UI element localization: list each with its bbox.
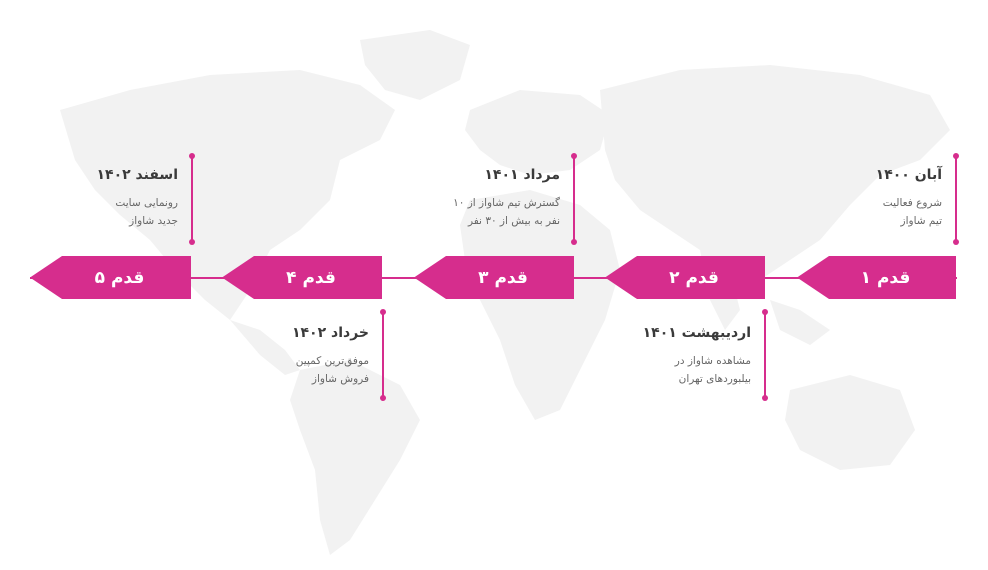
step-5-label: قدم ۵ [94,267,145,288]
milestone-1: آبان ۱۴۰۰ شروع فعالیت تیم شاواز [782,166,942,230]
milestone-2: اردیبهشت ۱۴۰۱ مشاهده شاواز در بیلبوردهای… [591,324,751,388]
milestone-1-end-dot [953,239,959,245]
step-5-arrow: قدم ۵ [30,256,191,299]
milestone-5-dot [189,153,195,159]
milestone-5-title: اسفند ۱۴۰۲ [96,167,178,183]
step-2-label: قدم ۲ [669,267,719,288]
milestone-2-connector [764,312,766,398]
milestone-3-connector [573,156,575,242]
step-3-arrow: قدم ۳ [414,256,574,299]
milestone-2-dot [762,309,768,315]
milestone-4-dot [380,309,386,315]
milestone-4-connector [382,312,384,398]
milestone-3-dot [571,153,577,159]
milestone-4-desc: موفق‌ترین کمپین فروش شاواز [295,355,369,385]
milestone-3: مرداد ۱۴۰۱ گسترش تیم شاواز از ۱۰ نفر به … [400,166,560,230]
milestone-4-end-dot [380,395,386,401]
milestone-5-end-dot [189,239,195,245]
milestone-4-title: خرداد ۱۴۰۲ [291,325,369,341]
milestone-3-end-dot [571,239,577,245]
milestone-4: خرداد ۱۴۰۲ موفق‌ترین کمپین فروش شاواز [209,324,369,388]
milestone-1-connector [955,156,957,242]
milestone-1-desc: شروع فعالیت تیم شاواز [882,197,942,227]
step-4-arrow: قدم ۴ [222,256,382,299]
milestone-2-desc: مشاهده شاواز در بیلبوردهای تهران [674,355,751,385]
step-4-label: قدم ۴ [286,267,336,288]
step-2-arrow: قدم ۲ [605,256,765,299]
milestone-1-dot [953,153,959,159]
milestone-3-desc: گسترش تیم شاواز از ۱۰ نفر به بیش از ۳۰ ن… [453,197,560,227]
milestone-2-title: اردیبهشت ۱۴۰۱ [642,325,751,341]
milestone-3-title: مرداد ۱۴۰۱ [484,167,560,183]
milestone-2-end-dot [762,395,768,401]
step-1-label: قدم ۱ [860,267,911,288]
milestone-1-title: آبان ۱۴۰۰ [875,167,942,183]
step-1-arrow: قدم ۱ [797,256,956,299]
milestone-5-desc: رونمایی سایت جدید شاواز [115,197,178,227]
step-3-label: قدم ۳ [478,267,528,288]
milestone-5-connector [191,156,193,242]
milestone-5: اسفند ۱۴۰۲ رونمایی سایت جدید شاواز [18,166,178,230]
